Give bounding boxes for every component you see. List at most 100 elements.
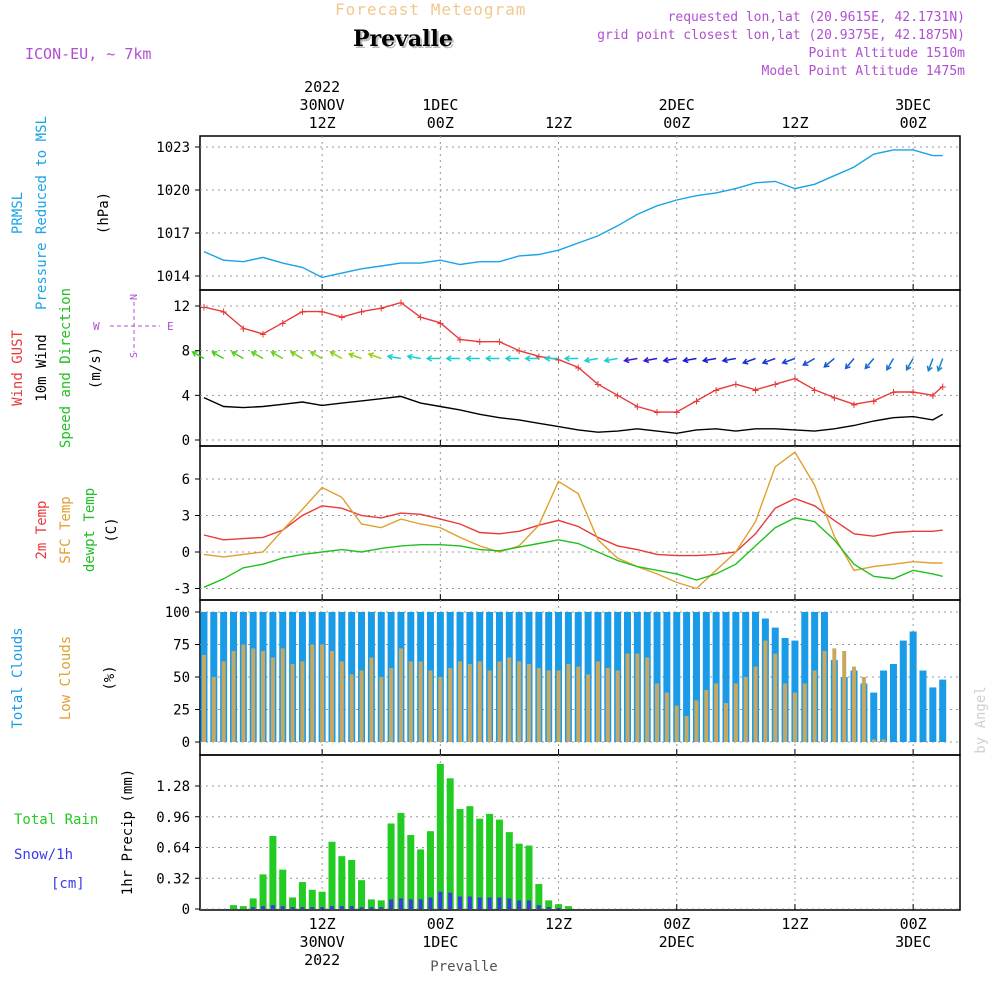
- panel-pressure: 1014 1017 1020 1023: [156, 135, 961, 291]
- panel-label: Snow/1h: [14, 847, 73, 863]
- wind-arrow: [407, 355, 421, 360]
- bar-low-clouds: [438, 677, 443, 742]
- bar-snow: [379, 907, 384, 909]
- panel-frame: [199, 135, 961, 291]
- bar-low-clouds: [595, 661, 600, 742]
- bar-total-clouds: [712, 612, 720, 742]
- bar-total-rain: [417, 849, 425, 909]
- watermark: by Angel: [973, 686, 989, 753]
- time-axis-label-top: 2DEC: [659, 96, 695, 114]
- bar-total-rain: [446, 778, 454, 909]
- bar-total-clouds: [909, 631, 917, 742]
- bar-snow: [507, 898, 512, 909]
- bar-low-clouds: [655, 683, 660, 742]
- wind-arrow-head: [250, 351, 257, 357]
- series-wind-gust-marker: +: [437, 316, 444, 330]
- bar-low-clouds: [684, 716, 689, 742]
- bar-snow: [526, 900, 531, 909]
- bar-total-clouds: [929, 687, 937, 742]
- wind-arrow-head: [191, 351, 198, 357]
- series-wind-gust-marker: +: [535, 349, 542, 363]
- bar-low-clouds: [881, 739, 886, 742]
- bar-snow: [251, 907, 256, 909]
- wind-arrow-head: [623, 356, 630, 364]
- wind-arrow: [368, 353, 382, 360]
- bar-snow: [359, 907, 364, 909]
- series-wind-gust-marker: +: [772, 377, 779, 391]
- bar-snow: [418, 899, 423, 909]
- series-wind-gust-marker: +: [279, 316, 286, 330]
- bar-low-clouds: [329, 651, 334, 742]
- y-tick-label: 0.64: [156, 841, 190, 857]
- wind-arrow: [683, 357, 697, 362]
- bar-low-clouds: [802, 683, 807, 742]
- bar-low-clouds: [852, 666, 857, 742]
- compass-s: S: [129, 352, 140, 358]
- time-axis-label-bottom: 12Z: [309, 915, 336, 933]
- wind-arrow: [349, 353, 362, 360]
- bar-low-clouds: [428, 670, 433, 742]
- y-tick-label: 50: [173, 670, 190, 686]
- series-2m-temp: [203, 497, 943, 557]
- bar-low-clouds: [467, 664, 472, 742]
- panel-label: dewpt Temp: [82, 488, 98, 572]
- y-tick-label: 1014: [156, 269, 190, 285]
- bar-total-rain: [555, 904, 563, 909]
- panel-label: 2m Temp: [34, 500, 50, 559]
- compass-n: N: [129, 294, 140, 300]
- bar-total-rain: [239, 906, 247, 909]
- panel-precip: 0 0.32 0.64 0.96 1.28: [156, 754, 961, 918]
- bar-low-clouds: [635, 653, 640, 742]
- time-axis-label-top: 3DEC: [895, 96, 931, 114]
- bar-total-rain: [505, 832, 513, 909]
- series-wind-gust-marker: +: [358, 305, 365, 319]
- series-wind-gust-marker: +: [476, 335, 483, 349]
- wind-arrow-head: [270, 351, 277, 357]
- time-axis-label-top: 00Z: [427, 114, 454, 132]
- bar-low-clouds: [300, 661, 305, 742]
- bar-total-rain: [328, 841, 336, 909]
- bar-low-clouds: [517, 661, 522, 742]
- series-wind-gust-marker: +: [673, 405, 680, 419]
- bar-low-clouds: [221, 661, 226, 742]
- time-axis-label-top: 30NOV: [300, 96, 345, 114]
- panel-label: Low Clouds: [58, 636, 74, 720]
- bar-total-rain: [308, 889, 316, 909]
- bar-snow: [389, 899, 394, 909]
- series-wind-gust-marker: +: [516, 344, 523, 358]
- bar-total-rain: [486, 813, 494, 909]
- panel-unit: (%): [102, 665, 118, 690]
- wind-arrow: [864, 358, 875, 369]
- wind-arrow: [251, 351, 264, 360]
- bar-low-clouds: [566, 664, 571, 742]
- wind-arrow: [905, 358, 914, 371]
- bar-low-clouds: [349, 674, 354, 742]
- series-wind-gust-marker: +: [939, 379, 946, 393]
- bar-low-clouds: [605, 667, 610, 742]
- bar-total-clouds: [673, 612, 681, 742]
- series-wind-gust-marker: +: [929, 388, 936, 402]
- wind-arrow-head: [761, 358, 769, 365]
- bar-total-clouds: [653, 612, 661, 742]
- bar-low-clouds: [310, 644, 315, 742]
- bar-total-rain: [259, 874, 267, 909]
- bar-low-clouds: [792, 692, 797, 742]
- bar-total-rain: [358, 880, 366, 909]
- panel-unit: (m/s): [88, 347, 104, 389]
- bar-total-rain: [318, 891, 326, 909]
- wind-arrow: [823, 357, 835, 368]
- panel-frame: [199, 445, 961, 601]
- time-axis-label-top: 00Z: [663, 114, 690, 132]
- wind-arrow-head: [905, 364, 912, 371]
- wind-arrow-head: [823, 361, 830, 368]
- gridpoint-coords: grid point closest lon,lat (20.9375E, 42…: [597, 28, 965, 43]
- wind-arrow-head: [289, 351, 297, 357]
- bar-snow: [261, 906, 266, 909]
- bar-total-clouds: [732, 612, 740, 742]
- wind-arrow: [927, 358, 934, 371]
- wind-arrow: [762, 357, 776, 364]
- requested-coords: requested lon,lat (20.9615E, 42.1731N): [667, 10, 965, 25]
- bar-total-rain: [348, 859, 356, 909]
- y-tick-label: 12: [173, 299, 190, 315]
- panel-label: PRMSL: [10, 192, 26, 234]
